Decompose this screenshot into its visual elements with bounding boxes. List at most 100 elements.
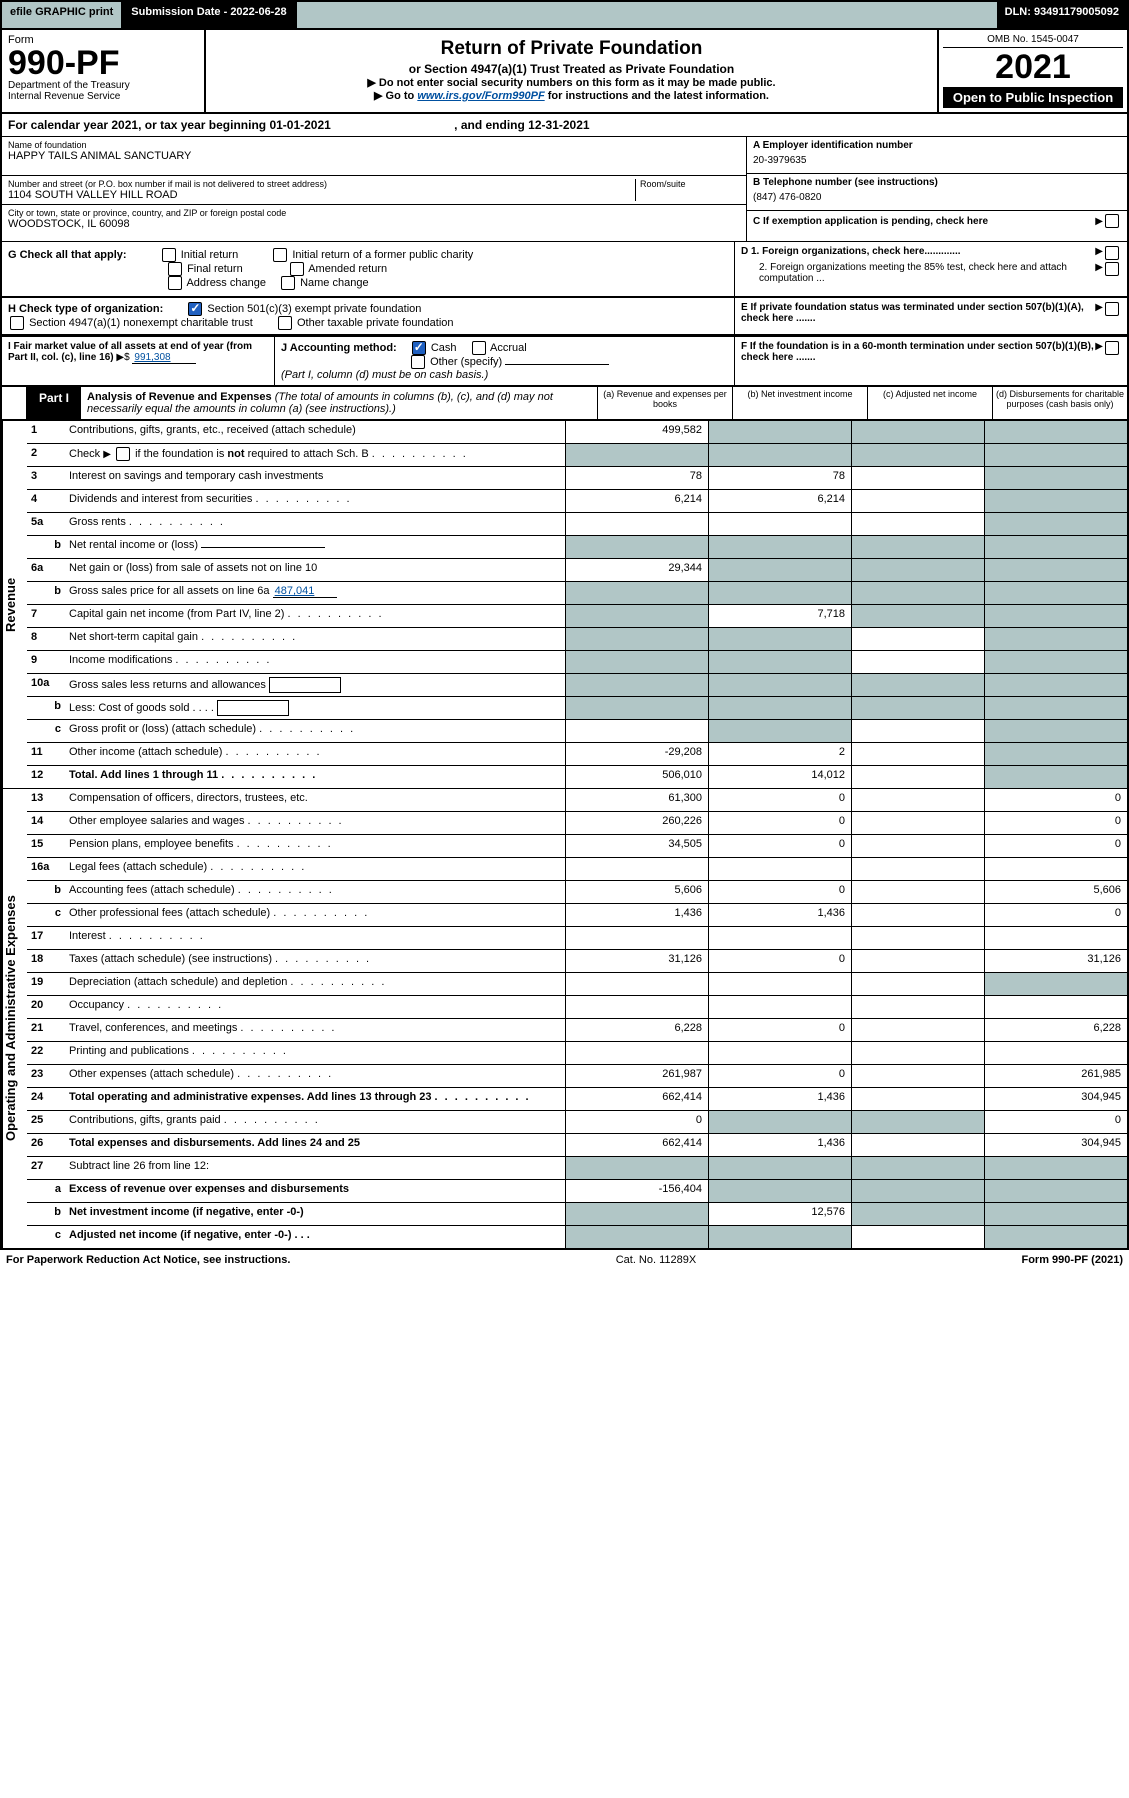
name-label: Name of foundation [8, 140, 740, 150]
line-26: 26 Total expenses and disbursements. Add… [27, 1134, 1127, 1157]
footer-right: Form 990-PF (2021) [1021, 1254, 1123, 1266]
initial-former-checkbox[interactable] [273, 248, 287, 262]
expenses-section: Operating and Administrative Expenses 13… [0, 789, 1129, 1250]
line-17: 17 Interest [27, 927, 1127, 950]
line-13: 13 Compensation of officers, directors, … [27, 789, 1127, 812]
line-25-d: 0 [984, 1111, 1127, 1133]
line-12-a: 506,010 [565, 766, 708, 788]
line-10a-desc: Gross sales less returns and allowances [65, 674, 565, 696]
line-9-desc: Income modifications [65, 651, 565, 673]
line-4-b: 6,214 [708, 490, 851, 512]
s4947-checkbox[interactable] [10, 316, 24, 330]
line-16b-d: 5,606 [984, 881, 1127, 903]
d2-label: 2. Foreign organizations meeting the 85%… [741, 262, 1095, 284]
line-1-a: 499,582 [565, 421, 708, 443]
h-other-tax: Other taxable private foundation [297, 317, 454, 329]
e-checkbox[interactable] [1105, 302, 1119, 316]
foundation-addr: 1104 SOUTH VALLEY HILL ROAD [8, 189, 635, 201]
cash-checkbox[interactable] [412, 341, 426, 355]
line-27a-a: -156,404 [565, 1180, 708, 1202]
h-e-row: H Check type of organization: Section 50… [0, 298, 1129, 337]
line-1-b [708, 421, 851, 443]
line-21-a: 6,228 [565, 1019, 708, 1041]
accrual-checkbox[interactable] [472, 341, 486, 355]
i-value[interactable]: 991,308 [132, 352, 196, 364]
line-14-a: 260,226 [565, 812, 708, 834]
col-c-header: (c) Adjusted net income [867, 387, 992, 419]
part1-header-row: Part I Analysis of Revenue and Expenses … [0, 387, 1129, 421]
e-label: E If private foundation status was termi… [741, 302, 1095, 324]
initial-checkbox[interactable] [162, 248, 176, 262]
line-8: 8 Net short-term capital gain [27, 628, 1127, 651]
j-note: (Part I, column (d) must be on cash basi… [281, 369, 488, 381]
line-22: 22 Printing and publications [27, 1042, 1127, 1065]
line-21-d: 6,228 [984, 1019, 1127, 1041]
c-checkbox[interactable] [1105, 214, 1119, 228]
note2-pre: ▶ Go to [374, 90, 417, 102]
line-3: 3 Interest on savings and temporary cash… [27, 467, 1127, 490]
line-11: 11 Other income (attach schedule) -29,20… [27, 743, 1127, 766]
form-note1: ▶ Do not enter social security numbers o… [212, 76, 931, 89]
line-16b-desc: Accounting fees (attach schedule) [65, 881, 565, 903]
i-label: I Fair market value of all assets at end… [8, 341, 252, 363]
line-5b: b Net rental income or (loss) [27, 536, 1127, 559]
line-24-d: 304,945 [984, 1088, 1127, 1110]
line-5b-input[interactable] [201, 547, 325, 548]
line-23-desc: Other expenses (attach schedule) [65, 1065, 565, 1087]
line-16c-d: 0 [984, 904, 1127, 926]
page-footer: For Paperwork Reduction Act Notice, see … [0, 1250, 1129, 1270]
instructions-link[interactable]: www.irs.gov/Form990PF [417, 90, 544, 102]
line-16a: 16a Legal fees (attach schedule) [27, 858, 1127, 881]
other-specify-input[interactable] [505, 364, 609, 365]
name-change-checkbox[interactable] [281, 276, 295, 290]
h-s4947: Section 4947(a)(1) nonexempt charitable … [29, 317, 253, 329]
addr-change-checkbox[interactable] [168, 276, 182, 290]
part1-badge: Part I [27, 387, 81, 419]
line-26-a: 662,414 [565, 1134, 708, 1156]
d1-label: D 1. Foreign organizations, check here..… [741, 246, 1095, 260]
line-6b-val[interactable]: 487,041 [273, 585, 337, 598]
line-11-b: 2 [708, 743, 851, 765]
d2-checkbox[interactable] [1105, 262, 1119, 276]
line-27b: b Net investment income (if negative, en… [27, 1203, 1127, 1226]
final-checkbox[interactable] [168, 262, 182, 276]
note2-post: for instructions and the latest informat… [545, 90, 769, 102]
h-block: H Check type of organization: Section 50… [2, 298, 734, 334]
calendar-year-row: For calendar year 2021, or tax year begi… [0, 114, 1129, 137]
f-checkbox[interactable] [1105, 341, 1119, 355]
line-1-d [984, 421, 1127, 443]
amended-checkbox[interactable] [290, 262, 304, 276]
line-15-d: 0 [984, 835, 1127, 857]
line-10b-box[interactable] [217, 700, 289, 716]
line-11-desc: Other income (attach schedule) [65, 743, 565, 765]
footer-left: For Paperwork Reduction Act Notice, see … [6, 1254, 290, 1266]
d1-checkbox[interactable] [1105, 246, 1119, 260]
line-27b-desc: Net investment income (if negative, ente… [65, 1203, 565, 1225]
line-19-desc: Depreciation (attach schedule) and deple… [65, 973, 565, 995]
other-method-checkbox[interactable] [411, 355, 425, 369]
line-26-b: 1,436 [708, 1134, 851, 1156]
line-10a-box[interactable] [269, 677, 341, 693]
line-10c: c Gross profit or (loss) (attach schedul… [27, 720, 1127, 743]
j-accrual: Accrual [490, 342, 527, 354]
line-6b: b Gross sales price for all assets on li… [27, 582, 1127, 605]
c-cell: C If exemption application is pending, c… [747, 211, 1127, 231]
revenue-side-label: Revenue [2, 421, 27, 788]
line-10a: 10a Gross sales less returns and allowan… [27, 674, 1127, 697]
line-4-a: 6,214 [565, 490, 708, 512]
g-addr-change: Address change [186, 277, 266, 289]
line-12-b: 14,012 [708, 766, 851, 788]
line-18: 18 Taxes (attach schedule) (see instruct… [27, 950, 1127, 973]
line-10b: b Less: Cost of goods sold . . . . [27, 697, 1127, 720]
addr-cell: Number and street (or P.O. box number if… [2, 176, 746, 205]
arrow-icon [1095, 302, 1103, 324]
arrow-icon [116, 352, 124, 363]
line-3-a: 78 [565, 467, 708, 489]
ein-cell: A Employer identification number 20-3979… [747, 137, 1127, 174]
other-tax-checkbox[interactable] [278, 316, 292, 330]
tel-label: B Telephone number (see instructions) [753, 177, 1121, 188]
g-block: G Check all that apply: Initial return I… [2, 242, 734, 296]
s501-checkbox[interactable] [188, 302, 202, 316]
line-2-checkbox[interactable] [116, 447, 130, 461]
calendar-end: , and ending 12-31-2021 [454, 118, 589, 132]
